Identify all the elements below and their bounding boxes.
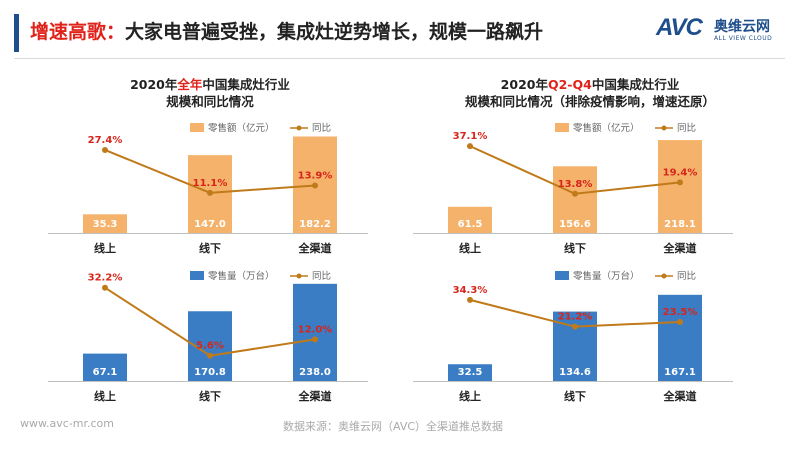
bar-value-label: 167.1 xyxy=(664,367,696,378)
legend-bar-label: 零售额（亿元） xyxy=(208,122,275,134)
header-divider xyxy=(14,58,785,59)
legend-line-label: 同比 xyxy=(312,122,331,134)
legend-line-label: 同比 xyxy=(677,270,696,282)
bar-value-label: 32.5 xyxy=(458,367,483,378)
legend-line-label: 同比 xyxy=(312,270,331,282)
footer-source: 数据来源：奥维云网（AVC）全渠道推总数据 xyxy=(283,420,504,433)
legend-bar-label: 零售量（万台） xyxy=(208,270,275,282)
bar xyxy=(293,283,337,381)
legend-bar-label: 零售额（亿元） xyxy=(573,122,640,134)
logo-avc-text: AVC xyxy=(656,14,703,41)
x-tick-label: 全渠道 xyxy=(663,389,697,403)
bar-value-label: 147.0 xyxy=(194,219,226,230)
x-tick-label: 线下 xyxy=(564,389,586,403)
left-title-red: 全年 xyxy=(177,77,203,92)
yoy-point xyxy=(467,296,473,303)
yoy-point xyxy=(677,318,683,325)
bar-value-label: 182.2 xyxy=(299,219,331,230)
left-title-prefix: 2020年 xyxy=(130,77,178,92)
x-tick-label: 线下 xyxy=(564,241,586,255)
yoy-value-label: 13.9% xyxy=(298,170,333,181)
chart-right-bottom: 零售量（万台） 同比 32.5 线上 134.6 线下 167.1 全渠道 34.3% 21.2%… xyxy=(413,270,733,403)
bar-value-label: 170.8 xyxy=(194,367,226,378)
legend-bar-swatch xyxy=(555,123,569,132)
legend-line-label: 同比 xyxy=(677,122,696,134)
bar xyxy=(658,140,702,233)
legend-line-marker xyxy=(296,125,302,131)
x-tick-label: 线上 xyxy=(94,389,116,403)
bar xyxy=(83,214,127,233)
avc-logo: AVC 奥维云网 ALL VIEW CLOUD xyxy=(656,14,786,46)
yoy-value-label: 13.8% xyxy=(558,179,593,190)
legend-line-marker xyxy=(661,273,667,279)
x-tick-label: 线上 xyxy=(459,389,481,403)
right-title-suffix: 中国集成灶行业 xyxy=(591,77,680,92)
x-tick-label: 线下 xyxy=(199,241,221,255)
bar xyxy=(448,364,492,381)
legend-bar-swatch xyxy=(190,271,204,280)
page-title-rest: 大家电普遍受挫，集成灶逆势增长，规模一路飙升 xyxy=(125,21,544,43)
x-tick-label: 线下 xyxy=(199,389,221,403)
yoy-point xyxy=(572,323,578,330)
logo-en-text: ALL VIEW CLOUD xyxy=(714,35,773,42)
chart-left-top: 零售额（亿元） 同比 35.3 线上 147.0 线下 182.2 全渠道 27.4% 11.1%… xyxy=(48,122,368,255)
yoy-value-label: 12.0% xyxy=(298,324,333,335)
x-tick-label: 线上 xyxy=(94,241,116,255)
yoy-point xyxy=(312,182,318,189)
footer-website: www.avc-mr.com xyxy=(20,417,114,430)
yoy-point xyxy=(207,352,213,359)
right-panel-title: 2020年Q2-Q4中国集成灶行业 规模和同比情况（排除疫情影响，增速还原） xyxy=(440,76,740,110)
chart-left-bottom: 零售量（万台） 同比 67.1 线上 170.8 线下 238.0 全渠道 32.2% 5.6% 1… xyxy=(48,270,368,403)
left-title-line2: 规模和同比情况 xyxy=(166,94,254,109)
page-title: 增速高歌：大家电普遍受挫，集成灶逆势增长，规模一路飙升 xyxy=(30,17,543,44)
right-title-line2: 规模和同比情况（排除疫情影响，增速还原） xyxy=(464,94,715,109)
left-panel-title: 2020年全年中国集成灶行业 规模和同比情况 xyxy=(80,76,340,110)
bar xyxy=(658,294,702,381)
yoy-value-label: 32.2% xyxy=(88,273,123,284)
bar-value-label: 238.0 xyxy=(299,367,331,378)
x-tick-label: 全渠道 xyxy=(298,389,332,403)
legend-bar-label: 零售量（万台） xyxy=(573,270,640,282)
title-accent-bar xyxy=(14,14,19,52)
legend-line-marker xyxy=(661,125,667,131)
left-title-suffix: 中国集成灶行业 xyxy=(202,77,290,92)
yoy-value-label: 21.2% xyxy=(558,312,593,323)
bar-value-label: 134.6 xyxy=(559,367,591,378)
legend-bar-swatch xyxy=(555,271,569,280)
yoy-value-label: 5.6% xyxy=(196,341,224,352)
bar xyxy=(448,206,492,233)
yoy-point xyxy=(207,189,213,196)
page-title-highlight: 增速高歌： xyxy=(30,21,126,43)
x-tick-label: 线上 xyxy=(459,241,481,255)
legend-line-marker xyxy=(296,273,302,279)
bar-value-label: 156.6 xyxy=(559,219,591,230)
yoy-point xyxy=(102,284,108,291)
bar-value-label: 61.5 xyxy=(458,219,483,230)
yoy-value-label: 19.4% xyxy=(663,167,698,178)
x-tick-label: 全渠道 xyxy=(663,241,697,255)
yoy-point xyxy=(102,146,108,153)
yoy-value-label: 34.3% xyxy=(453,285,488,296)
yoy-value-label: 23.5% xyxy=(663,307,698,318)
yoy-value-label: 37.1% xyxy=(453,131,488,142)
right-title-prefix: 2020年 xyxy=(500,77,548,92)
bar xyxy=(553,166,597,233)
yoy-point xyxy=(312,336,318,343)
right-title-red: Q2-Q4 xyxy=(547,77,592,92)
bar-value-label: 67.1 xyxy=(93,367,118,378)
yoy-point xyxy=(677,179,683,186)
yoy-point xyxy=(572,190,578,197)
chart-right-top: 零售额（亿元） 同比 61.5 线上 156.6 线下 218.1 全渠道 37.1% 13.8%… xyxy=(413,122,733,255)
x-tick-label: 全渠道 xyxy=(298,241,332,255)
yoy-value-label: 11.1% xyxy=(193,178,228,189)
legend-bar-swatch xyxy=(190,123,204,132)
bar-value-label: 35.3 xyxy=(93,219,118,230)
bar xyxy=(83,353,127,381)
yoy-point xyxy=(467,143,473,150)
logo-cn-text: 奥维云网 xyxy=(714,19,770,35)
yoy-value-label: 27.4% xyxy=(88,135,123,146)
bar-value-label: 218.1 xyxy=(664,219,696,230)
